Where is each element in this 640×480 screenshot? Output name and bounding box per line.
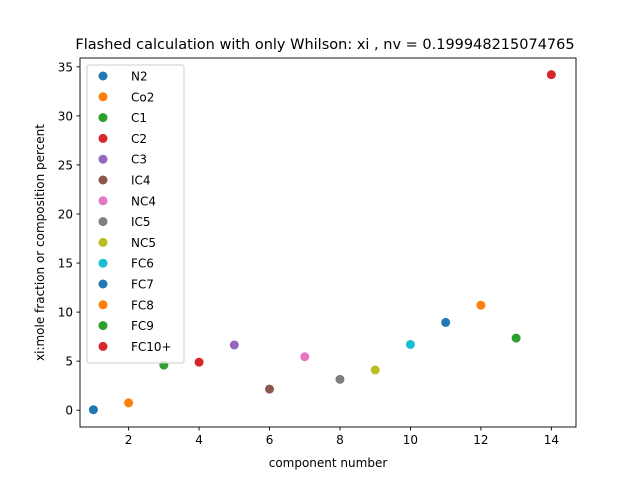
legend-marker-fc7 bbox=[98, 279, 108, 289]
y-axis-label: xi:mole fraction or composition percent bbox=[33, 124, 47, 361]
legend-marker-fc6 bbox=[98, 258, 108, 268]
data-points bbox=[88, 70, 556, 415]
legend-label-nc5: NC5 bbox=[131, 236, 156, 250]
data-point-c3 bbox=[229, 340, 239, 350]
x-tick-label: 12 bbox=[473, 433, 488, 447]
x-tick-label: 4 bbox=[195, 433, 203, 447]
y-tick-label: 25 bbox=[58, 158, 73, 172]
y-tick-label: 10 bbox=[58, 306, 73, 320]
data-point-ic5 bbox=[335, 374, 345, 384]
axis-ticks: 2 4 6 8 10 12 14 0 5 10 15 20 25 30 35 bbox=[58, 60, 559, 447]
legend-label-fc8: FC8 bbox=[131, 298, 154, 312]
legend-label-fc9: FC9 bbox=[131, 319, 154, 333]
plot-frame bbox=[79, 57, 577, 428]
x-tick-label: 10 bbox=[403, 433, 418, 447]
legend-marker-c1 bbox=[98, 113, 108, 123]
x-axis-label: component number bbox=[269, 456, 388, 470]
legend-label-fc10-plus: FC10+ bbox=[131, 340, 172, 354]
legend-marker-fc9 bbox=[98, 321, 108, 331]
x-tick-label: 14 bbox=[544, 433, 559, 447]
data-point-fc9 bbox=[511, 333, 521, 343]
legend-label-c2: C2 bbox=[131, 132, 147, 146]
legend-marker-co2 bbox=[98, 92, 108, 102]
legend-marker-nc4 bbox=[98, 196, 108, 206]
data-point-fc6 bbox=[405, 339, 415, 349]
legend-marker-c3 bbox=[98, 154, 108, 164]
legend-label-fc7: FC7 bbox=[131, 278, 154, 292]
data-point-n2 bbox=[88, 405, 98, 415]
legend-label-ic4: IC4 bbox=[131, 174, 151, 188]
x-tick-label: 8 bbox=[336, 433, 344, 447]
data-point-nc5 bbox=[370, 365, 380, 375]
y-tick-label: 35 bbox=[58, 60, 73, 74]
x-tick-label: 6 bbox=[266, 433, 274, 447]
chart-title: Flashed calculation with only Whilson: x… bbox=[75, 37, 574, 53]
legend-label-nc4: NC4 bbox=[131, 194, 156, 208]
legend-marker-fc8 bbox=[98, 300, 108, 310]
legend-label-fc6: FC6 bbox=[131, 257, 154, 271]
data-point-fc8 bbox=[476, 300, 486, 310]
legend-marker-c2 bbox=[98, 133, 108, 143]
y-tick-label: 20 bbox=[58, 207, 73, 221]
data-point-c2 bbox=[194, 357, 204, 367]
data-point-ic4 bbox=[265, 384, 275, 394]
data-point-fc10-plus bbox=[546, 70, 556, 80]
legend-label-n2: N2 bbox=[131, 70, 148, 84]
legend-marker-fc10-plus bbox=[98, 341, 108, 351]
legend-label-c1: C1 bbox=[131, 111, 147, 125]
legend-label-ic5: IC5 bbox=[131, 215, 151, 229]
y-tick-label: 15 bbox=[58, 257, 73, 271]
legend-box bbox=[86, 64, 185, 364]
legend-label-c3: C3 bbox=[131, 153, 147, 167]
data-point-fc7 bbox=[441, 317, 451, 327]
data-point-nc4 bbox=[300, 352, 310, 362]
y-tick-label: 0 bbox=[65, 404, 73, 418]
legend-label-co2: Co2 bbox=[131, 90, 154, 104]
legend: N2 Co2 C1 C2 C3 IC4 NC4 IC5 NC5 FC6 FC7 FC8 FC9 FC10+ bbox=[86, 64, 185, 364]
y-tick-label: 5 bbox=[65, 355, 73, 369]
x-tick-label: 2 bbox=[125, 433, 133, 447]
legend-marker-n2 bbox=[98, 71, 108, 81]
legend-marker-ic4 bbox=[98, 175, 108, 185]
legend-marker-nc5 bbox=[98, 237, 108, 247]
legend-marker-ic5 bbox=[98, 217, 108, 227]
data-point-co2 bbox=[124, 398, 134, 408]
y-tick-label: 30 bbox=[58, 109, 73, 123]
